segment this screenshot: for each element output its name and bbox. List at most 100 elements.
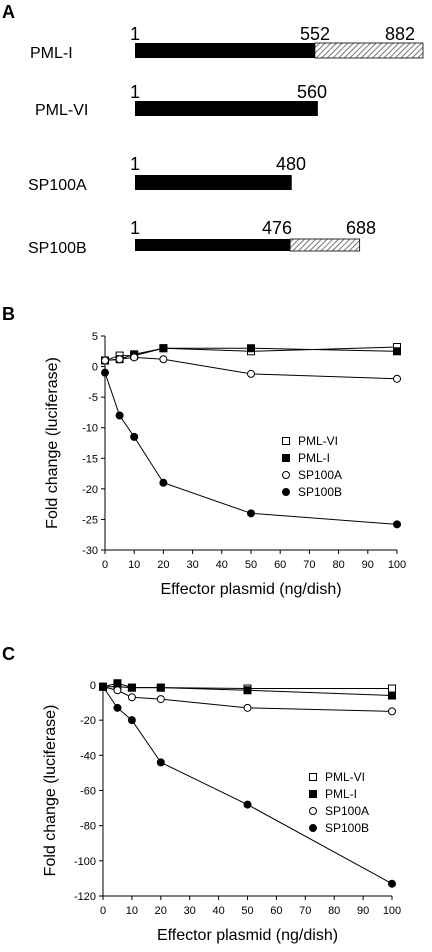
chart-b-legend-marker-sp100b xyxy=(282,488,290,496)
chart-b-y-tick-label: 0 xyxy=(92,362,98,374)
chart-b-point-sp100a xyxy=(247,369,255,378)
chart-c-x-tick-label: 0 xyxy=(100,905,106,917)
chart-c-point-sp100b xyxy=(243,800,252,809)
pml-i-hatched-bar xyxy=(314,42,424,59)
chart-c-x-tick-label: 30 xyxy=(184,905,196,917)
chart-c-y-tick-label: -60 xyxy=(80,786,96,798)
chart-b-legend-label-pml-i: PML-I xyxy=(298,451,330,465)
chart-b-x-tick-label: 80 xyxy=(332,559,344,571)
chart-c-x-tick-label: 70 xyxy=(299,905,311,917)
chart-b-legend-marker-pml-vi xyxy=(282,437,290,445)
chart-b-y-tick-label: -10 xyxy=(82,423,98,435)
chart-c-x-tick-label: 100 xyxy=(383,905,401,917)
chart-b-point-pml-i xyxy=(393,347,401,356)
sp100b-end-label: 688 xyxy=(346,218,376,238)
chart-b-y-tick-label: -25 xyxy=(82,514,98,526)
panel-a-letter: A xyxy=(2,2,15,22)
chart-c-point-sp100b xyxy=(127,716,136,725)
chart-c-legend-marker-sp100b xyxy=(309,824,317,832)
chart-b-point-sp100a xyxy=(159,355,168,364)
chart-c-point-sp100b xyxy=(99,682,107,691)
chart-b-x-tick-label: 30 xyxy=(186,559,198,571)
chart-c-point-sp100b xyxy=(113,703,122,712)
sp100a-start-label: 1 xyxy=(130,154,140,174)
chart-b: 50-5-10-15-20-25-300 10 20 30 40 50 60 70 80 90 10… xyxy=(44,331,406,598)
chart-c-legend-label-sp100a: SP100A xyxy=(325,804,369,818)
chart-b-point-sp100a xyxy=(115,355,124,364)
construct-name-pml-vi: PML-VI xyxy=(35,102,88,119)
chart-b-point-pml-i xyxy=(159,344,168,353)
chart-c-point-sp100a xyxy=(388,707,396,716)
chart-c-series-line-sp100b xyxy=(102,686,393,885)
chart-b-x-tick-label: 100 xyxy=(388,559,406,571)
construct-name-pml-i: PML-I xyxy=(30,45,73,62)
chart-b-legend-label-sp100a: SP100A xyxy=(298,468,342,482)
chart-b-point-sp100b xyxy=(101,368,109,377)
chart-b-x-tick-label: 0 xyxy=(102,559,108,571)
chart-c-y-tick-label: 0 xyxy=(90,680,96,692)
chart-b-y-tick-label: -30 xyxy=(82,545,98,557)
chart-c-point-sp100b xyxy=(156,758,165,767)
chart-c-x-tick-label: 60 xyxy=(270,905,282,917)
chart-c-point-pml-vi xyxy=(388,684,396,693)
chart-c-x-tick-label: 80 xyxy=(328,905,340,917)
panel-c-letter: C xyxy=(2,644,15,664)
chart-b-point-sp100b xyxy=(159,478,168,487)
chart-b-x-tick-label: 20 xyxy=(157,559,169,571)
chart-b-x-axis-title: Effector plasmid (ng/dish) xyxy=(160,581,341,598)
chart-c-legend-label-sp100b: SP100B xyxy=(325,821,369,835)
chart-b-point-sp100b xyxy=(130,432,139,441)
chart-b-legend-label-pml-vi: PML-VI xyxy=(298,434,338,448)
chart-b-legend-marker-sp100a xyxy=(282,471,290,479)
chart-c-point-sp100a xyxy=(113,686,122,695)
construct-name-sp100b: SP100B xyxy=(28,240,87,257)
sp100a-solid-bar xyxy=(135,175,292,190)
chart-b-y-tick-label: -5 xyxy=(88,392,98,404)
pml-i-end-label: 882 xyxy=(385,24,415,44)
chart-b-point-pml-i xyxy=(247,344,255,353)
chart-c-point-pml-i xyxy=(127,683,136,692)
pml-i-solid-bar xyxy=(135,43,316,58)
chart-c-point-pml-i xyxy=(156,683,165,692)
sp100b-start-label: 1 xyxy=(130,218,140,238)
chart-c-point-pml-i xyxy=(243,686,252,695)
chart-c-point-sp100a xyxy=(156,695,165,704)
sp100b-mid-label: 476 xyxy=(262,218,292,238)
panel-a-constructs: PML-I 1 552 882 PML-VI 1 560 SP100A 1 48… xyxy=(28,24,424,257)
chart-b-x-tick-label: 50 xyxy=(245,559,257,571)
chart-b-x-tick-label: 40 xyxy=(216,559,228,571)
chart-c-legend-label-pml-vi: PML-VI xyxy=(325,770,365,784)
panel-b-letter: B xyxy=(2,304,15,324)
chart-c: 0 -20 -40 -60 -80 -100 -120 0 10 20 30 40 50 60 70 80 90… xyxy=(42,679,401,944)
pml-i-start-label: 1 xyxy=(130,24,140,44)
chart-c-legend-marker-pml-vi xyxy=(309,773,317,781)
chart-b-y-tick-label: -20 xyxy=(82,484,98,496)
chart-c-y-axis-title: Fold change (luciferase) xyxy=(42,705,59,877)
chart-c-point-sp100a xyxy=(127,693,136,702)
chart-c-x-tick-label: 40 xyxy=(212,905,224,917)
chart-c-legend-marker-sp100a xyxy=(309,807,317,815)
pml-vi-solid-bar xyxy=(135,101,318,116)
chart-c-y-tick-label: -80 xyxy=(80,821,96,833)
chart-c-x-tick-label: 20 xyxy=(155,905,167,917)
sp100b-hatched-bar xyxy=(289,238,361,252)
chart-b-point-sp100a xyxy=(101,356,109,365)
chart-b-x-tick-label: 70 xyxy=(303,559,315,571)
chart-c-legend-marker-pml-i xyxy=(309,790,317,798)
chart-c-point-sp100a xyxy=(243,703,252,712)
chart-c-x-tick-label: 90 xyxy=(357,905,369,917)
chart-b-x-tick-label: 60 xyxy=(274,559,286,571)
chart-b-x-tick-label: 90 xyxy=(362,559,374,571)
chart-b-point-sp100b xyxy=(115,411,124,420)
chart-c-y-tick-label: -40 xyxy=(80,750,96,762)
chart-b-point-sp100a xyxy=(130,353,139,362)
pml-vi-start-label: 1 xyxy=(130,82,140,102)
chart-b-x-tick-label: 10 xyxy=(128,559,140,571)
construct-name-sp100a: SP100A xyxy=(28,177,87,194)
chart-c-point-pml-i xyxy=(113,679,122,688)
pml-i-mid-label: 552 xyxy=(300,24,330,44)
chart-c-x-tick-label: 50 xyxy=(241,905,253,917)
sp100a-end-label: 480 xyxy=(276,154,306,174)
